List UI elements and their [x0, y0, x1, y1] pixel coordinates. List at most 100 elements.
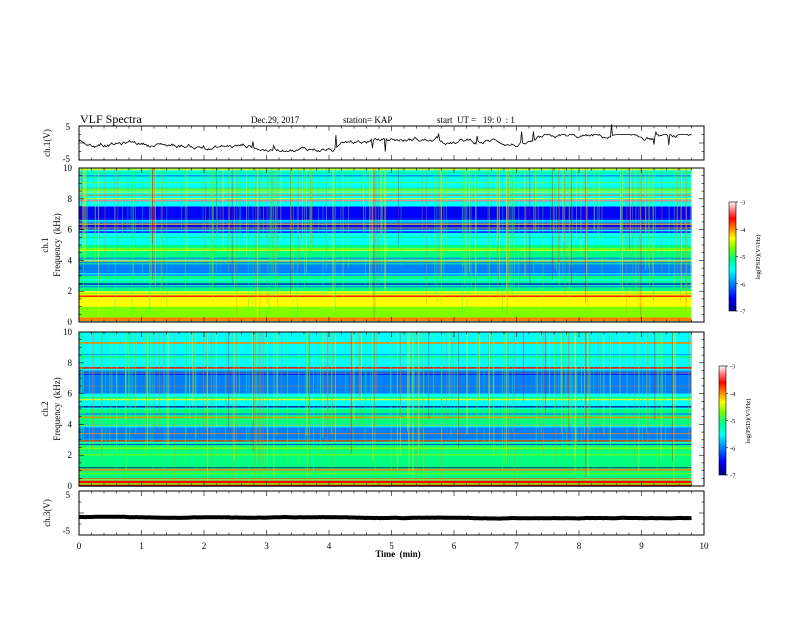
spectrogram-sferic-streak: [586, 168, 587, 276]
spectrogram-sferic-streak: [479, 332, 481, 401]
colorbar-tick-label: -4: [740, 227, 746, 234]
time-axis-tick-label: 6: [452, 541, 457, 551]
spectrogram-sferic-streak: [626, 332, 628, 454]
spectrogram-sferic-streak: [438, 168, 440, 277]
spectrogram-sferic-streak: [585, 332, 586, 422]
spectrogram-sferic-streak: [483, 332, 485, 449]
spectrogram-line-emission: [79, 295, 692, 298]
spectrogram-sferic-streak: [501, 332, 503, 474]
spectrogram-line-emission: [79, 273, 692, 275]
spectrogram-sferic-streak: [647, 332, 649, 444]
ch3-waveform-ytick-top: 5: [66, 490, 71, 500]
spectrogram-line-emission: [79, 381, 692, 383]
spectrogram-sferic-streak: [162, 168, 164, 292]
spectrogram-sferic-streak: [81, 168, 83, 240]
ch1-colorbar: [728, 201, 737, 312]
spectrogram-sferic-streak: [443, 168, 445, 275]
spectrogram-sferic-streak: [233, 332, 235, 461]
spectrogram-sferic-streak: [345, 332, 346, 404]
spectrogram-sferic-streak: [656, 332, 658, 477]
spectrogram-sferic-streak: [550, 168, 551, 233]
spectrogram-sferic-streak: [690, 168, 691, 301]
spectrogram-sferic-streak: [132, 332, 134, 399]
spectrogram-band: [79, 332, 692, 371]
frequency-tick-label: 6: [68, 389, 73, 399]
spectrogram-sferic-streak: [514, 332, 515, 481]
ch1-spectrogram-heatmap: [79, 168, 692, 323]
spectrogram-sferic-streak: [562, 168, 564, 242]
spectrogram-sferic-streak: [326, 168, 327, 271]
spectrogram-sferic-streak: [649, 168, 651, 287]
spectrogram-sferic-streak: [576, 332, 578, 466]
spectrogram-sferic-streak: [571, 168, 573, 268]
spectrogram-sferic-streak: [81, 332, 83, 396]
spectrogram-sferic-streak: [640, 168, 641, 237]
spectrogram-sferic-streak: [553, 168, 554, 232]
spectrogram-sferic-streak: [574, 332, 576, 474]
spectrogram-sferic-streak: [131, 168, 133, 316]
spectrogram-sferic-streak: [320, 332, 322, 404]
spectrogram-sferic-streak: [593, 332, 595, 485]
spectrogram-sferic-streak: [554, 332, 556, 418]
time-axis-tick-label: 5: [389, 541, 394, 551]
spectrogram-line-emission: [79, 278, 692, 281]
spectrogram-sferic-streak: [127, 168, 129, 256]
spectrogram-line-emission: [79, 249, 692, 251]
frequency-tick-label: 10: [63, 327, 73, 337]
spectrogram-sferic-streak: [609, 332, 610, 480]
spectrogram-sferic-streak: [122, 168, 123, 243]
spectrogram-sferic-streak: [215, 168, 217, 275]
spectrogram-sferic-streak: [671, 332, 673, 462]
spectrogram-sferic-streak: [638, 168, 640, 308]
spectrogram-sferic-streak: [101, 332, 102, 462]
spectrogram-sferic-streak: [98, 168, 99, 319]
spectrogram-band: [79, 478, 692, 486]
spectrogram-sferic-streak: [489, 332, 490, 443]
spectrogram-sferic-streak: [304, 168, 305, 291]
spectrogram-sferic-streak: [195, 332, 197, 481]
spectrogram-sferic-streak: [589, 332, 591, 434]
spectrogram-sferic-streak: [506, 168, 507, 306]
ch1-spectrogram-ytick-labels: 0 2 4 6 8 10: [63, 163, 73, 327]
spectrogram-line-emission: [79, 424, 692, 426]
spectrogram-sferic-streak: [82, 332, 84, 464]
spectrogram-sferic-streak: [128, 332, 129, 405]
spectrogram-sferic-streak: [642, 332, 643, 456]
spectrogram-sferic-streak: [508, 332, 509, 455]
spectrogram-sferic-streak: [350, 332, 352, 432]
spectrogram-line-emission: [79, 455, 692, 457]
spectrogram-sferic-streak: [231, 168, 233, 284]
spectrogram-sferic-streak: [446, 168, 448, 254]
spectrogram-sferic-streak: [185, 332, 186, 465]
spectrogram-sferic-streak: [252, 168, 254, 308]
spectrogram-sferic-streak: [645, 332, 647, 435]
spectrogram-sferic-streak: [412, 332, 413, 473]
spectrogram-sferic-streak: [130, 168, 132, 237]
spectrogram-sferic-streak: [206, 332, 208, 435]
station-label: station= KAP: [343, 115, 392, 125]
spectrogram-sferic-streak: [238, 332, 240, 396]
spectrogram-sferic-streak: [411, 332, 413, 409]
spectrogram-sferic-streak: [413, 332, 415, 410]
spectrogram-sferic-streak: [441, 332, 443, 432]
spectrogram-line-emission: [79, 257, 692, 260]
spectrogram-sferic-streak: [280, 168, 282, 241]
spectrogram-sferic-streak: [571, 168, 572, 284]
spectrogram-sferic-streak: [350, 332, 352, 454]
spectrogram-sferic-streak: [510, 168, 512, 293]
spectrogram-sferic-streak: [525, 168, 527, 279]
spectrogram-sferic-streak: [566, 332, 568, 460]
ch1-waveform-ticks: [78, 125, 705, 161]
spectrogram-sferic-streak: [317, 332, 319, 418]
spectrogram-sferic-streak: [215, 332, 217, 427]
spectrogram-sferic-streak: [360, 332, 362, 401]
spectrogram-sferic-streak: [147, 332, 149, 451]
spectrogram-sferic-streak: [149, 332, 150, 411]
spectrogram-sferic-streak: [584, 332, 585, 434]
spectrogram-sferic-streak: [276, 168, 278, 309]
spectrogram-sferic-streak: [277, 332, 278, 404]
spectrogram-sferic-streak: [423, 332, 425, 482]
spectrogram-sferic-streak: [688, 332, 690, 447]
